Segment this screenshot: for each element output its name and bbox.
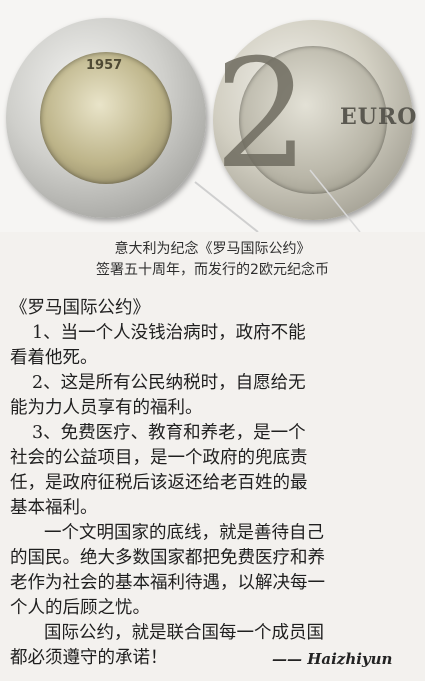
- coin-front: [6, 18, 206, 218]
- coin-image: 1957 2 EURO: [0, 0, 425, 232]
- text-line: 基本福利。: [10, 498, 98, 518]
- coin-year: 1957: [86, 58, 123, 73]
- text-line: 一个文明国家的底线，就是善待自己: [44, 523, 324, 543]
- coin-front-emblem: [40, 52, 172, 184]
- reflection-lines: [194, 169, 361, 232]
- text-line: 任，是政府征税后该返还给老百姓的最: [10, 473, 308, 493]
- coin-value-numeral: 2: [214, 28, 310, 202]
- text-line: 国际公约，就是联合国每一个成员国: [44, 623, 324, 643]
- coin-back-map: [239, 46, 387, 194]
- text-title: 《罗马国际公约》: [10, 298, 150, 318]
- signature: —— Haizhiyun: [272, 650, 393, 668]
- text-line: 能为力人员享有的福利。: [10, 398, 203, 418]
- text-line: 个人的后顾之忧。: [10, 598, 150, 618]
- caption-line-1: 意大利为纪念《罗马国际公约》: [114, 241, 311, 257]
- text-line: 老作为社会的基本福利待遇，以解决每一: [10, 573, 325, 593]
- text-line: 3、免费医疗、教育和养老，是一个: [32, 423, 306, 443]
- coin-euro-word: EURO: [340, 104, 418, 130]
- text-line: 看着他死。: [10, 348, 98, 368]
- text-line: 社会的公益项目，是一个政府的兜底责: [10, 448, 308, 468]
- text-line: 的国民。绝大多数国家都把免费医疗和养: [10, 548, 325, 568]
- caption-line-2: 签署五十周年，而发行的2欧元纪念币: [96, 262, 329, 278]
- text-line: 2、这是所有公民纳税时，自愿给无: [32, 373, 306, 393]
- coin-back: [213, 20, 413, 220]
- text-line: 1、当一个人没钱治病时，政府不能: [32, 323, 306, 343]
- text-line: 都必须遵守的承诺！: [10, 648, 168, 668]
